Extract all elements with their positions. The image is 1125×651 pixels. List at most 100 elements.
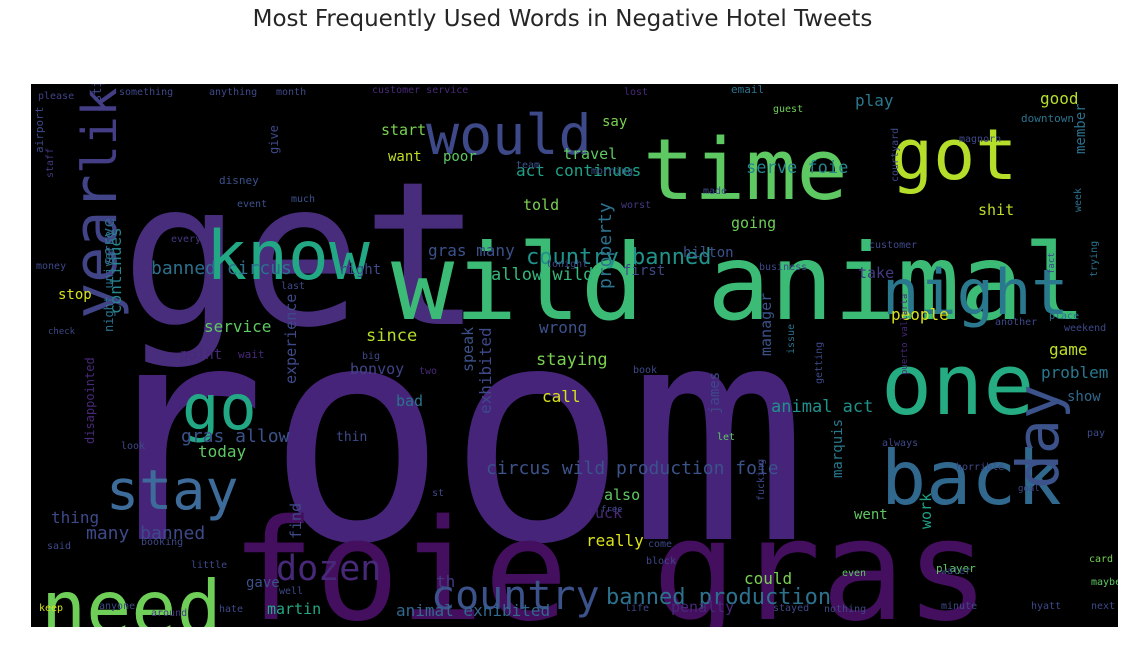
- word-circus-wild-production-foie: circus wild production foie: [486, 458, 779, 479]
- word-back: back: [881, 434, 1062, 522]
- word-booking: booking: [141, 537, 183, 548]
- word-wild-animal: wild animal: [391, 222, 1086, 344]
- word-find: find: [287, 503, 305, 539]
- word-book: book: [633, 365, 657, 376]
- word-got: got: [891, 114, 1017, 196]
- word-bad: bad: [396, 392, 423, 410]
- word-downtown: downtown: [1021, 112, 1074, 125]
- word-gave: gave: [246, 575, 280, 591]
- word-dozen: dozen: [276, 549, 381, 589]
- word-staying: staying: [536, 350, 608, 370]
- word-come: come: [648, 539, 672, 550]
- word-free: free: [601, 505, 623, 515]
- word-time: time: [643, 121, 848, 220]
- word-look: look: [121, 441, 145, 452]
- word-well: well: [279, 586, 303, 597]
- word-thin: thin: [336, 430, 367, 445]
- word-courtyard: courtyard: [890, 128, 901, 182]
- word-email: email: [731, 84, 764, 96]
- word-property: property: [595, 202, 616, 289]
- word-serve-foie: serve foie: [746, 158, 848, 178]
- word-today: today: [198, 442, 247, 461]
- word-customer: customer: [869, 240, 917, 251]
- word-stayed: stayed: [773, 603, 809, 614]
- word-made: made: [703, 186, 727, 197]
- word-first: first: [623, 263, 665, 279]
- word-continues: continues: [106, 227, 125, 314]
- word-need: need: [41, 564, 222, 627]
- word-anything: anything: [209, 87, 257, 98]
- word-good: good: [1040, 89, 1079, 108]
- word-say: say: [602, 114, 627, 130]
- word-animal-act: animal act: [771, 397, 873, 417]
- word-game: game: [1049, 340, 1088, 359]
- word-know: know: [206, 217, 370, 296]
- word-always: always: [882, 438, 918, 449]
- word-business: business: [759, 262, 807, 273]
- word-disappointed: disappointed: [83, 357, 97, 444]
- word-show: show: [1067, 389, 1101, 405]
- word-water: water: [941, 566, 971, 577]
- word-keep: keep: [39, 603, 63, 614]
- word-life: life: [625, 603, 649, 614]
- word-many-banned: many banned: [86, 523, 205, 544]
- word-really: really: [586, 531, 644, 550]
- word-stay: stay: [106, 458, 238, 522]
- word-every: every: [171, 234, 201, 245]
- word-airport: airport: [33, 107, 46, 153]
- word-since: since: [366, 326, 417, 346]
- word-lost: lost: [624, 87, 648, 98]
- word-worst: worst: [621, 200, 651, 211]
- word-stop: stop: [58, 287, 92, 303]
- word-speak: speak: [459, 327, 477, 372]
- word-penalty: penalty: [671, 598, 734, 616]
- word-minute: minute: [941, 601, 977, 612]
- word-goal: goal: [1018, 484, 1040, 494]
- word-two: two: [419, 366, 437, 377]
- word-travel: travel: [563, 145, 617, 163]
- word-month: month: [276, 87, 306, 98]
- word-th: th: [436, 572, 455, 591]
- word-staff: staff: [45, 148, 56, 178]
- word-get: get: [121, 139, 482, 372]
- word-last: last: [281, 281, 305, 292]
- word-animal-exhibited: animal exhibited: [396, 601, 550, 620]
- word-allow-wild: allow wild: [491, 265, 593, 285]
- word-hilton: hilton: [683, 245, 734, 261]
- word-exhibited: exhibited: [476, 327, 495, 414]
- chart-title: Most Frequently Used Words in Negative H…: [252, 6, 873, 32]
- word-service: service: [204, 317, 271, 336]
- word-could: could: [744, 569, 792, 588]
- word-banned-production: banned production: [606, 585, 831, 610]
- word-player: player: [936, 562, 976, 575]
- word-fact: fact: [1047, 252, 1057, 274]
- word-year: year: [61, 175, 131, 320]
- word-disney: disney: [219, 174, 259, 187]
- word-also: also: [604, 486, 640, 504]
- word-customer-service: customer service: [372, 85, 468, 96]
- word-little: little: [191, 560, 227, 571]
- word-block: block: [646, 556, 676, 567]
- word-getting: getting: [814, 342, 825, 384]
- word-night-universe: night universe: [102, 231, 116, 332]
- word-money: money: [36, 261, 66, 272]
- word-fucking: fucking: [756, 459, 767, 501]
- word-marquis: marquis: [830, 419, 846, 478]
- word-work: work: [917, 493, 935, 529]
- word-weekend: weekend: [1064, 323, 1106, 334]
- word-anyone: anyone: [99, 601, 135, 612]
- word-morning: morning: [591, 166, 633, 177]
- word-told: told: [523, 196, 559, 214]
- word-point: point: [180, 347, 222, 363]
- word-pay: pay: [1087, 428, 1105, 439]
- word-room: room: [86, 261, 808, 610]
- word-experience: experience: [282, 294, 300, 384]
- word-hyatt: hyatt: [1031, 601, 1061, 612]
- word-said: said: [47, 541, 71, 552]
- word-wrong: wrong: [539, 318, 587, 337]
- word-shit: shit: [978, 201, 1014, 219]
- word-please: please: [38, 91, 74, 102]
- word-tonight: tonight: [546, 259, 588, 270]
- word-cloud: room get wild animal foie gras time got would l…: [31, 84, 1118, 627]
